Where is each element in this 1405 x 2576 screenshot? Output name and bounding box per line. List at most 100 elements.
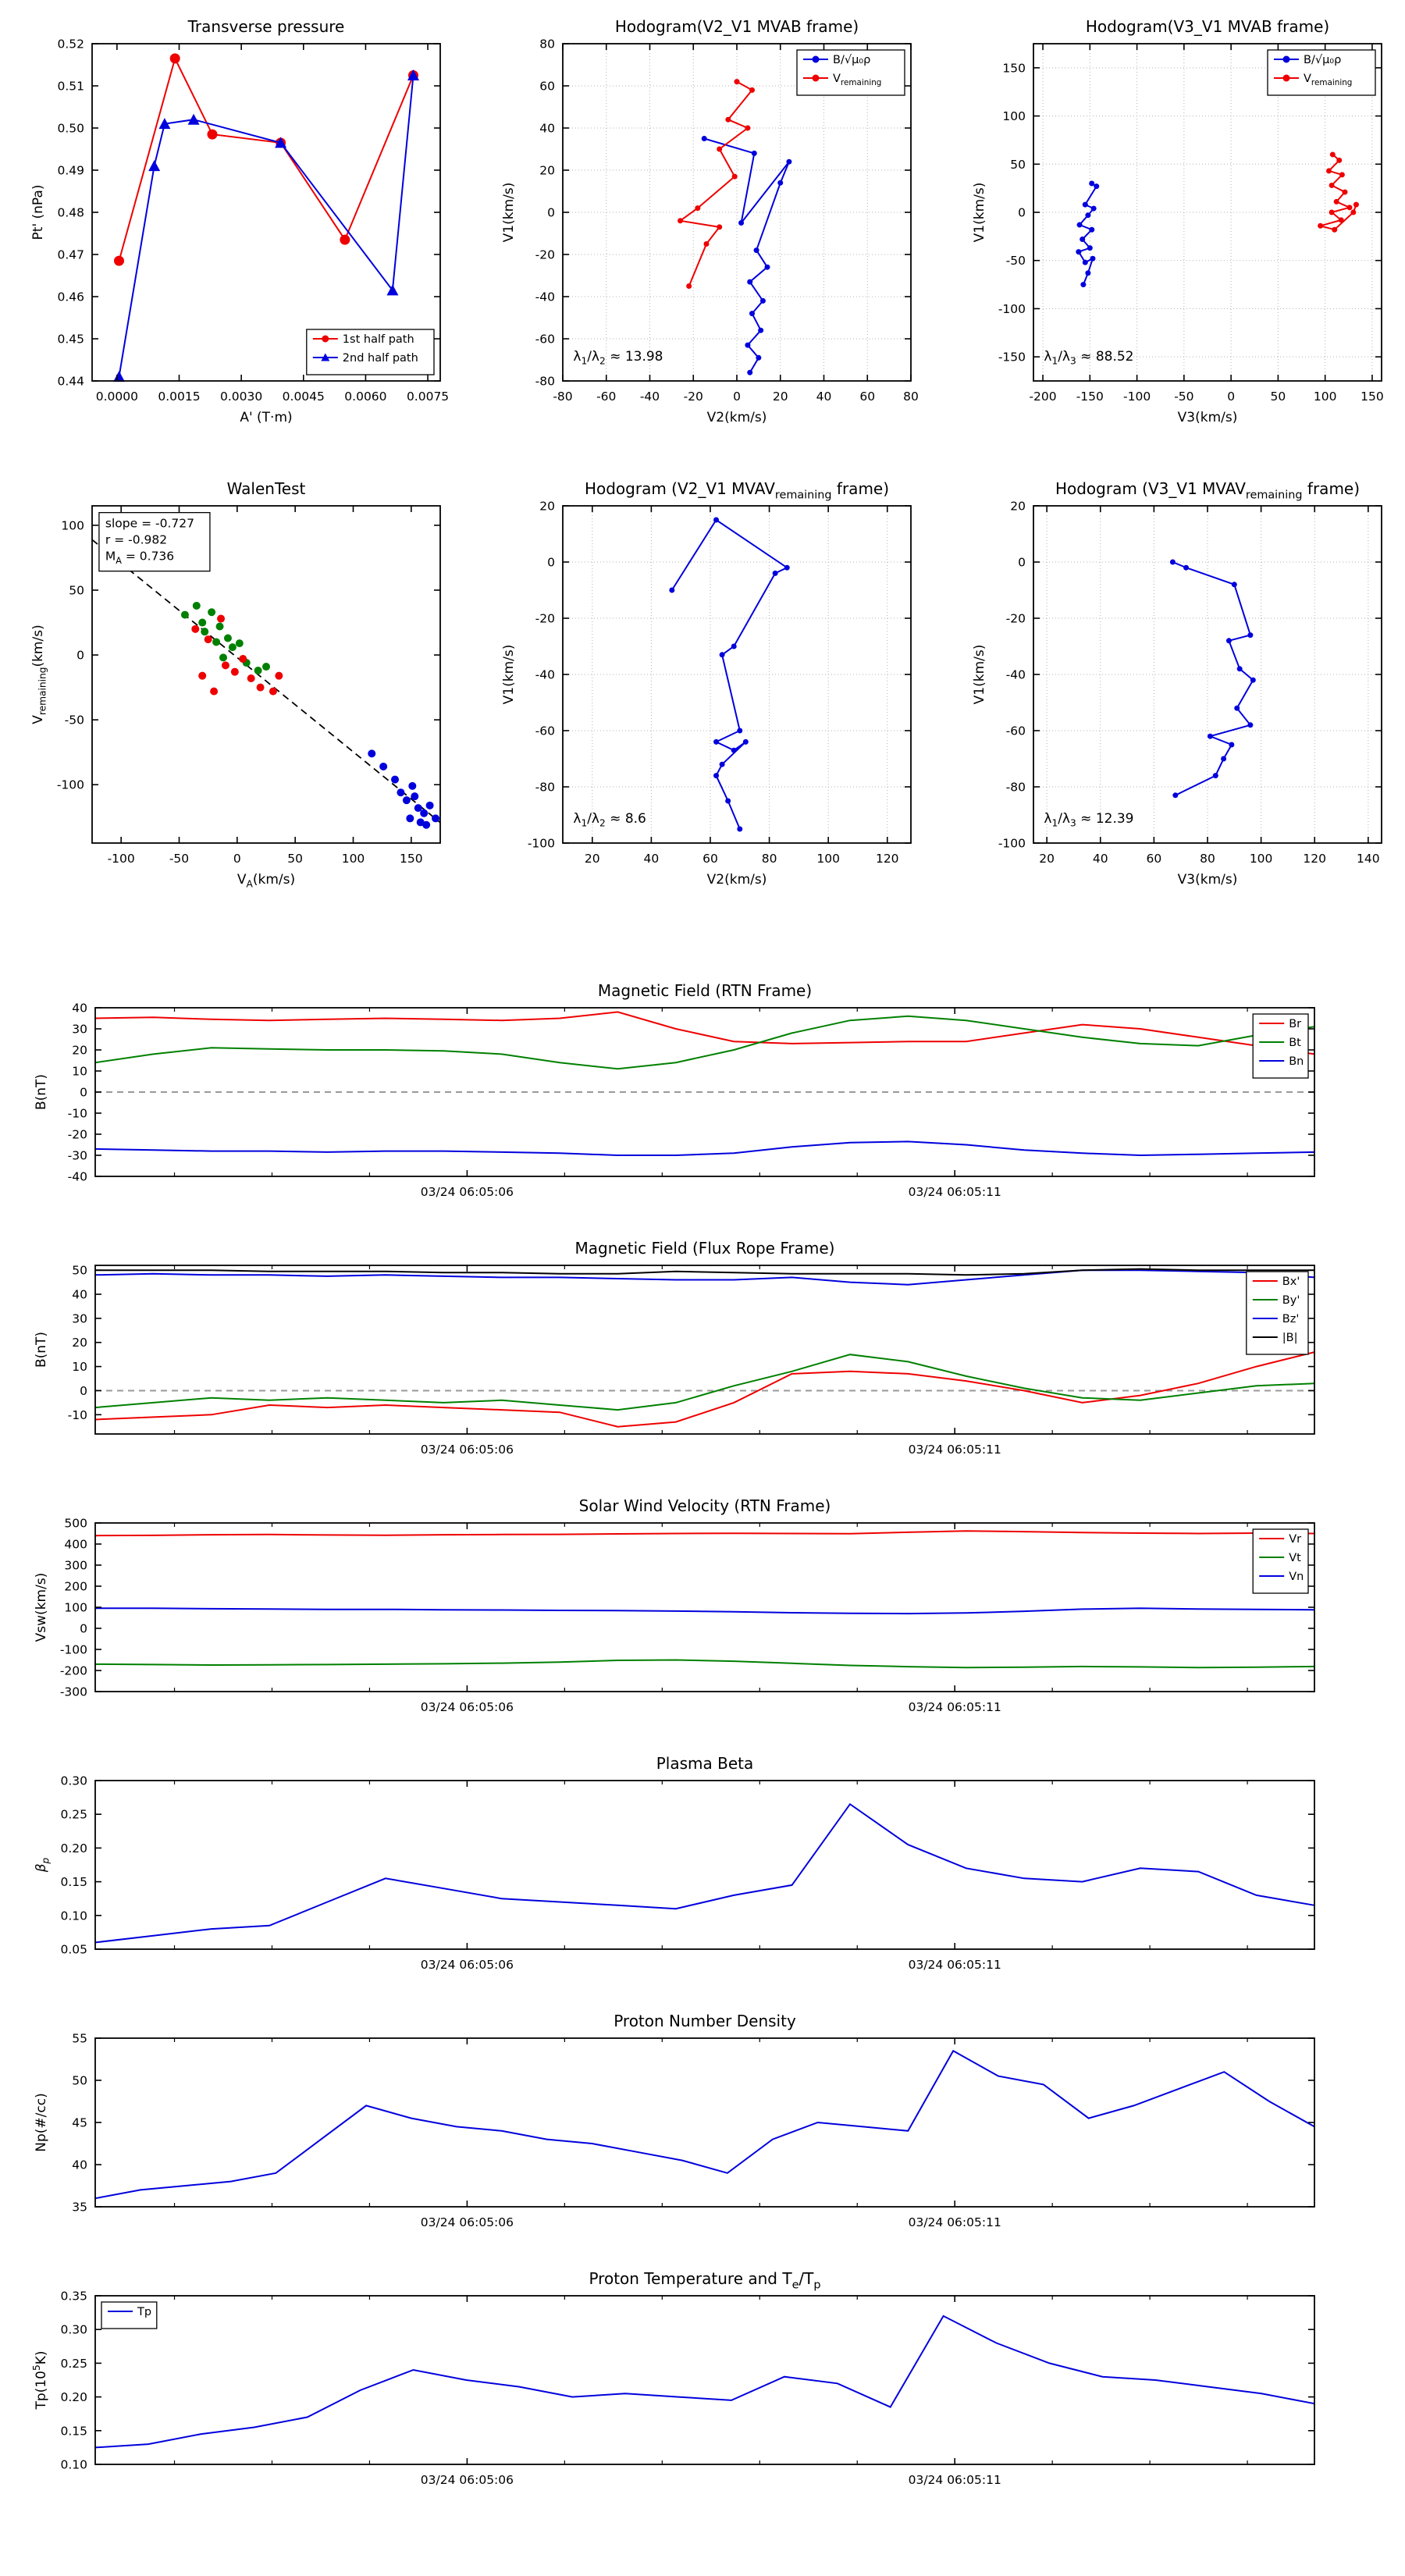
series-vn (95, 1607, 1315, 1615)
y-tick-label: 0 (80, 1086, 87, 1100)
legend-label: Br (1289, 1018, 1301, 1030)
gridlines (563, 505, 911, 844)
plot-area: 03/24 06:05:06 03/24 06:05:11 0.05 0.10 0.15… (60, 1774, 1315, 1972)
series-v-path (1169, 559, 1256, 799)
panel-plasma-beta: 03/24 06:05:06 03/24 06:05:11 0.05 0.10 0.15… (14, 1746, 1391, 1990)
x-tick-label: 0.0075 (407, 390, 449, 404)
chart-hodogram-v3v1-mvav: 20 40 60 80 100 120 140 -100 -80 -60 -40 -20 0 20 λ1/λ… (952, 468, 1394, 899)
annotation: λ1/λ2 ≈ 8.6 (573, 811, 646, 829)
x-tick-label: -100 (1123, 390, 1151, 404)
x-tick-label: 80 (1200, 852, 1215, 866)
y-tick-label: -40 (1006, 668, 1026, 682)
series-b- (701, 136, 792, 375)
plot-area: 03/24 06:05:06 03/24 06:05:11 35 40 45 50 55 (72, 2032, 1315, 2229)
chart-svg-hodogram-v3v1-mvav: 20 40 60 80 100 120 140 -100 -80 -60 -40 -20 0 20 λ1/λ… (972, 479, 1382, 888)
y-tick-label: 0.30 (60, 2323, 87, 2337)
y-tick-label: 60 (539, 80, 555, 94)
legend-label: Bt (1289, 1037, 1301, 1049)
x-tick-label: -80 (553, 390, 572, 404)
series-np (94, 2049, 1315, 2200)
row-walen-hodograms-mvav: -100 -50 0 50 100 150 -100 -50 0 50 100 slope = -0.… (0, 468, 1405, 899)
gridlines (1033, 505, 1382, 844)
y-tick-label: 55 (72, 2032, 87, 2046)
y-tick-label: -100 (998, 837, 1026, 851)
legend-label: 1st half path (343, 333, 414, 346)
y-tick-label: 0.10 (60, 2458, 87, 2472)
x-tick-label: 150 (400, 852, 423, 866)
y-tick-label: 0.35 (60, 2290, 87, 2304)
x-tick-label: 03/24 06:05:11 (909, 1700, 1001, 1714)
y-axis-label: V1(km/s) (972, 645, 987, 705)
y-tick-label: 50 (1010, 158, 1026, 172)
chart-title: Solar Wind Velocity (RTN Frame) (579, 1496, 831, 1515)
chart-title: WalenTest (227, 479, 306, 498)
chart-title: Magnetic Field (RTN Frame) (598, 981, 812, 1000)
y-tick-label: 0.15 (60, 1875, 87, 1889)
plot-area: -80 -60 -40 -20 0 20 40 60 80 -80 -60 -40 -20 0 20 40 60… (535, 37, 919, 404)
y-tick-label: 0.49 (57, 164, 84, 178)
legend: Tp (101, 2301, 158, 2329)
y-tick-label: 40 (72, 1002, 87, 1016)
chart-hodogram-v2v1-mvav: 20 40 60 80 100 120 -100 -80 -60 -40 -20 0 20 λ1/λ2 ≈… (482, 468, 923, 899)
axis-ticks: 20 40 60 80 100 120 -100 -80 -60 -40 -20 0 20 (528, 500, 911, 866)
x-tick-label: 100 (816, 852, 840, 866)
y-tick-label: -150 (998, 350, 1026, 365)
y-tick-label: 0 (1018, 556, 1026, 570)
y-tick-label: 0.51 (57, 80, 84, 94)
series-b- (1076, 180, 1100, 288)
y-tick-label: 40 (72, 2158, 87, 2172)
legend: Bx' By' Bz' |B| (1246, 1271, 1309, 1355)
annotation: λ1/λ3 ≈ 88.52 (1044, 349, 1133, 367)
y-tick-label: 20 (72, 1044, 87, 1058)
series-2nd-half-path (113, 69, 419, 382)
plot-area: 03/24 06:05:06 03/24 06:05:11 -300 -200 -100… (60, 1517, 1315, 1714)
x-tick-label: -50 (169, 852, 189, 866)
axis-ticks: 03/24 06:05:06 03/24 06:05:11 35 40 45 50 55 (72, 2032, 1314, 2229)
chart-title: Hodogram (V3_V1 MVAVremaining frame) (1055, 479, 1360, 501)
y-tick-label: -10 (68, 1107, 87, 1121)
x-tick-label: 40 (644, 852, 660, 866)
series-br (94, 1011, 1315, 1055)
x-axis-label: VA(km/s) (237, 872, 295, 890)
legend-label: By' (1282, 1294, 1300, 1307)
x-tick-label: 03/24 06:05:11 (909, 1958, 1001, 1972)
chart-svg-hodogram-v2v1-mvab: -80 -60 -40 -20 0 20 40 60 80 -80 -60 -40 -20 0 20 40 60… (501, 17, 919, 425)
plot-area: 03/24 06:05:06 03/24 06:05:11 -10 0 10 20 30 40… (68, 1264, 1315, 1457)
y-tick-label: 150 (1002, 61, 1026, 75)
series-v-remaining- (1317, 151, 1359, 233)
x-tick-label: 60 (859, 390, 875, 404)
series--b- (95, 1268, 1314, 1276)
y-axis-label: V1(km/s) (501, 645, 517, 705)
axis-ticks: 03/24 06:05:06 03/24 06:05:11 0.10 0.15 0.20… (60, 2290, 1314, 2487)
y-tick-label: 0.50 (57, 122, 84, 136)
series-vr (94, 1530, 1315, 1537)
x-tick-label: 80 (762, 852, 777, 866)
chart-hodogram-v2v1-mvab: -80 -60 -40 -20 0 20 40 60 80 -80 -60 -40 -20 0 20 40 60… (482, 6, 923, 437)
x-axis-label: V3(km/s) (1178, 872, 1238, 888)
legend: B/√μ₀ρ Vremaining (796, 49, 905, 96)
plot-area: -100 -50 0 50 100 150 -100 -50 0 50 100 slope = -0.… (57, 505, 441, 866)
series-v-path (669, 517, 790, 832)
row-hodograms-mvab: 0.0000 0.0015 0.0030 0.0045 0.0060 0.0075 0.44… (0, 6, 1405, 437)
chart-title: Transverse pressure (187, 17, 345, 36)
legend-label: 2nd half path (343, 352, 418, 365)
y-tick-label: 0.20 (60, 2390, 87, 2404)
gridlines (1033, 44, 1382, 381)
y-tick-label: 0.48 (57, 206, 84, 220)
legend-label: Bx' (1282, 1276, 1300, 1288)
axis-ticks: 03/24 06:05:06 03/24 06:05:11 -40 -30 -20 -10… (68, 1002, 1314, 1199)
y-tick-label: 20 (72, 1336, 87, 1350)
y-tick-label: 0.20 (60, 1841, 87, 1856)
x-tick-label: -150 (1076, 390, 1104, 404)
y-tick-label: 0.10 (60, 1909, 87, 1923)
axis-ticks: -80 -60 -40 -20 0 20 40 60 80 -80 -60 -40 -20 0 20 40 60… (535, 37, 919, 404)
y-tick-label: -50 (65, 713, 84, 728)
y-tick-label: 40 (539, 122, 555, 136)
x-tick-label: 0.0045 (283, 390, 325, 404)
chart-title: Hodogram (V2_V1 MVAVremaining frame) (585, 479, 889, 501)
annotation-line: slope = -0.727 (105, 517, 194, 531)
y-tick-label: 0.44 (57, 375, 84, 389)
series-vt (94, 1659, 1315, 1669)
annotation-box (98, 511, 211, 572)
y-axis-label: V1(km/s) (972, 183, 987, 243)
